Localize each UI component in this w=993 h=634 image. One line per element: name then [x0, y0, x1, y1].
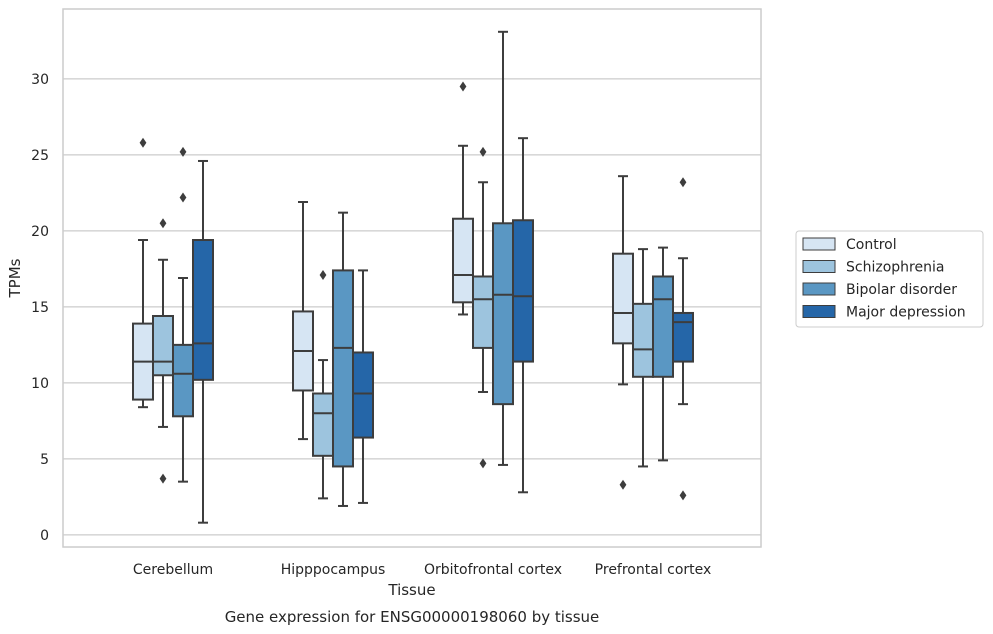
box-iqr — [152, 314, 174, 377]
box-item — [352, 269, 374, 504]
box-item — [492, 30, 514, 466]
y-tick-label: 25 — [31, 148, 49, 164]
y-tick-label: 10 — [31, 376, 49, 392]
box-item — [672, 177, 694, 501]
legend-swatch — [802, 237, 836, 251]
box-iqr — [192, 239, 214, 381]
outlier-point — [479, 146, 487, 157]
outlier-point — [679, 490, 687, 501]
legend-swatch — [802, 282, 836, 296]
plot-frame — [62, 8, 762, 548]
box-item — [652, 246, 674, 462]
outlier-point — [179, 146, 187, 157]
box-item — [312, 269, 334, 500]
series-major-depression — [192, 137, 694, 524]
legend: Control Schizophrenia Bipolar disorder Majo… — [795, 230, 984, 328]
y-tick-label: 15 — [31, 300, 49, 316]
outlier-point — [459, 81, 467, 92]
legend-frame — [795, 230, 984, 328]
legend-swatch — [802, 260, 836, 273]
box-item — [332, 211, 354, 507]
legend-label: Major depression — [846, 305, 966, 321]
legend-label: Bipolar disorder — [846, 282, 957, 298]
outlier-point — [679, 177, 687, 188]
y-tick-label: 0 — [40, 528, 49, 544]
box-iqr — [612, 252, 634, 345]
box-item — [472, 146, 494, 469]
series-control — [132, 81, 634, 490]
box-iqr — [512, 219, 534, 363]
box-iqr — [652, 275, 674, 378]
box-item — [132, 137, 154, 409]
outlier-point — [139, 137, 147, 148]
legend-label: Schizophrenia — [846, 260, 944, 276]
y-tick-labels: 0 5 10 15 20 25 30 — [31, 72, 49, 544]
box-iqr — [492, 222, 514, 406]
box-iqr — [632, 302, 654, 378]
outlier-point — [179, 192, 187, 203]
outlier-point — [479, 458, 487, 469]
box-iqr — [332, 269, 354, 468]
box-iqr — [312, 392, 334, 457]
y-tick-label: 20 — [31, 224, 49, 240]
outlier-point — [159, 218, 167, 229]
series-schizophrenia — [152, 146, 654, 500]
box-iqr — [352, 351, 374, 439]
box-item — [512, 137, 534, 494]
box-iqr — [452, 217, 474, 304]
x-tick-label: Hipppocampus — [281, 562, 386, 578]
x-tick-label: Orbitofrontal cortex — [424, 562, 562, 578]
outlier-point — [319, 269, 327, 280]
box-item — [152, 218, 174, 484]
chart-caption: Gene expression for ENSG00000198060 by t… — [225, 608, 600, 626]
x-tick-labels: Cerebellum Hipppocampus Orbitofrontal cort… — [133, 562, 711, 578]
box-iqr — [472, 275, 494, 349]
x-tick-label: Cerebellum — [133, 562, 213, 578]
y-axis-title: TPMs — [6, 258, 24, 298]
series-bipolar-disorder — [172, 30, 674, 507]
legend-swatch — [802, 305, 836, 318]
box-item — [632, 248, 654, 468]
box-item — [192, 159, 214, 524]
box-item — [292, 201, 314, 441]
box-iqr — [672, 311, 694, 363]
box-item — [452, 81, 474, 316]
box-series — [132, 30, 694, 524]
y-tick-label: 5 — [40, 452, 49, 468]
x-axis-title: Tissue — [387, 581, 435, 599]
y-tick-label: 30 — [31, 72, 49, 88]
box-iqr — [172, 343, 194, 418]
outlier-point — [619, 479, 627, 490]
legend-label: Control — [846, 237, 897, 253]
outlier-point — [159, 473, 167, 484]
box-item — [612, 175, 634, 490]
box-item — [172, 146, 194, 483]
x-tick-label: Prefrontal cortex — [595, 562, 712, 578]
